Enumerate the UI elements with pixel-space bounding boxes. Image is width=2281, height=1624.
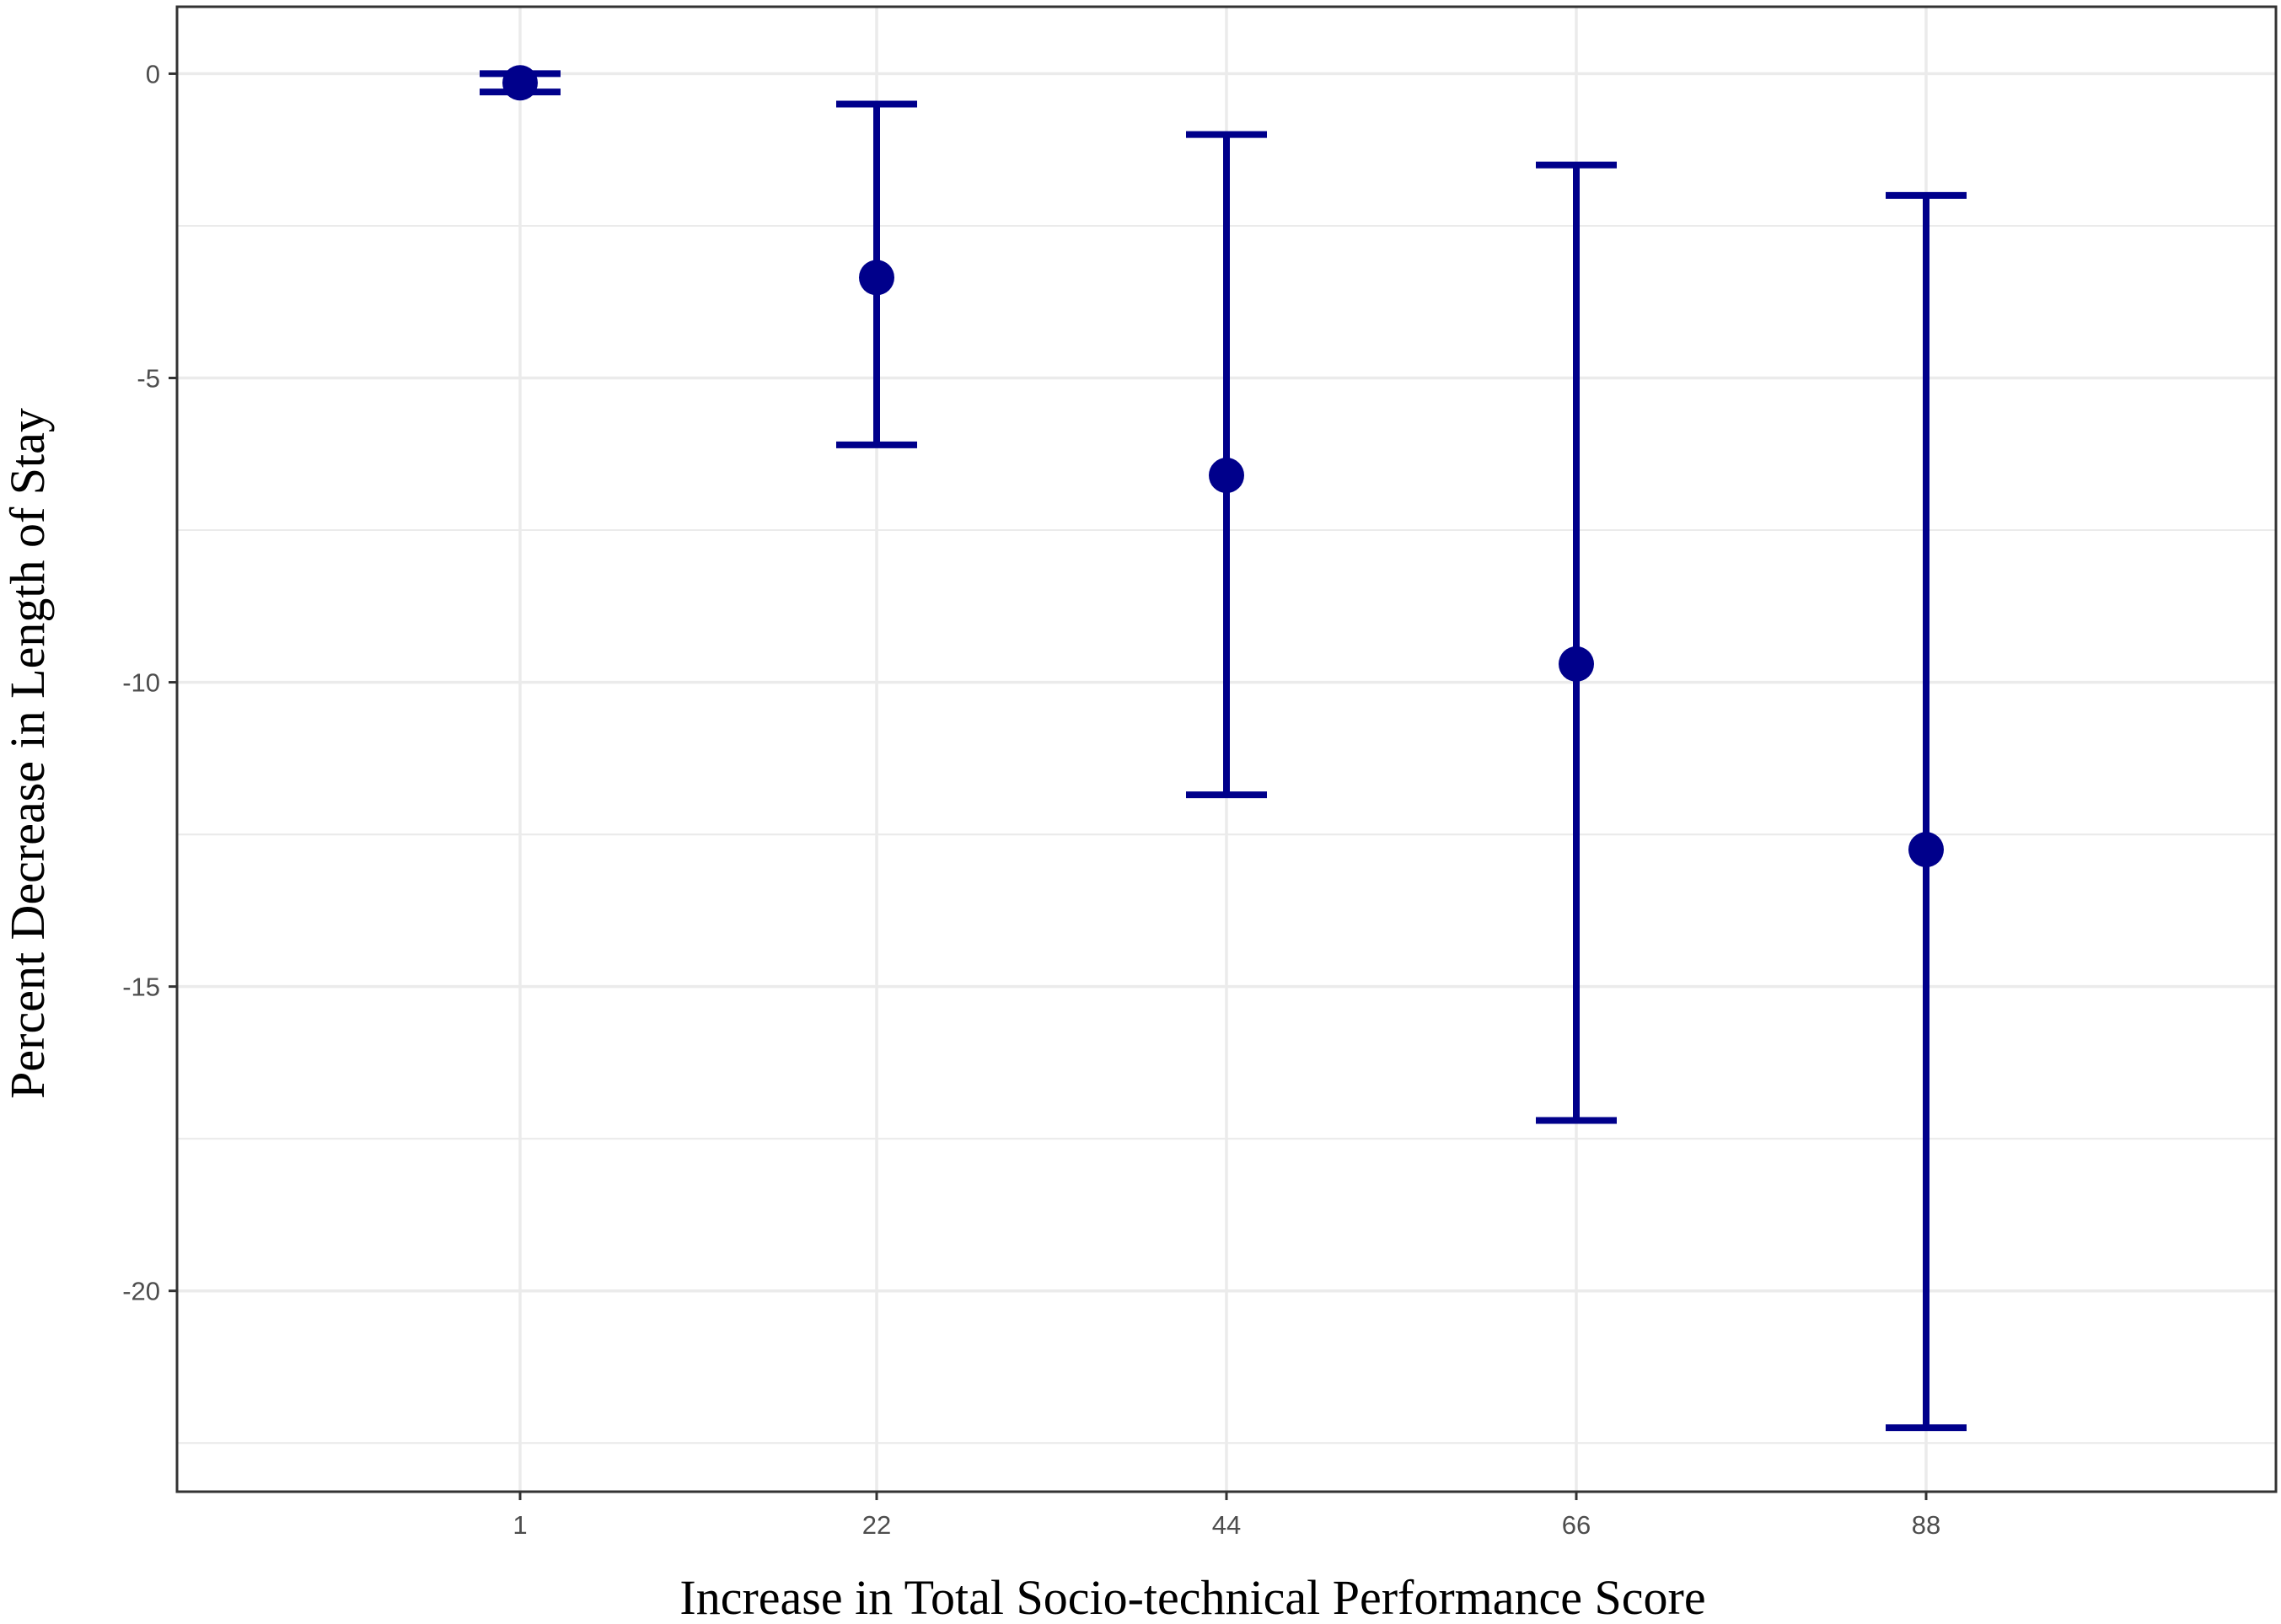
data-point	[502, 65, 538, 101]
x-tick-label: 44	[1212, 1510, 1241, 1540]
x-tick-label: 88	[1912, 1510, 1940, 1540]
x-tick-label: 66	[1562, 1510, 1591, 1540]
y-tick-label: -15	[122, 973, 160, 1002]
data-point	[1209, 458, 1244, 494]
data-point	[1908, 832, 1944, 868]
x-axis-title: Increase in Total Socio-technical Perfor…	[679, 1570, 1705, 1624]
y-tick-label: -20	[122, 1277, 160, 1306]
error-bar-series	[480, 65, 1967, 1432]
axes: 0 -5 -10 -15 -20 1 22 44 66 88	[122, 59, 1940, 1540]
y-axis-title: Percent Decrease in Length of Stay	[0, 408, 55, 1099]
y-tick-label: -10	[122, 668, 160, 698]
data-point	[1559, 646, 1594, 682]
x-tick-label: 1	[513, 1510, 527, 1540]
y-tick-label: -5	[137, 364, 160, 394]
y-tick-label: 0	[146, 59, 160, 88]
data-point	[859, 260, 894, 296]
x-tick-label: 22	[862, 1510, 891, 1540]
